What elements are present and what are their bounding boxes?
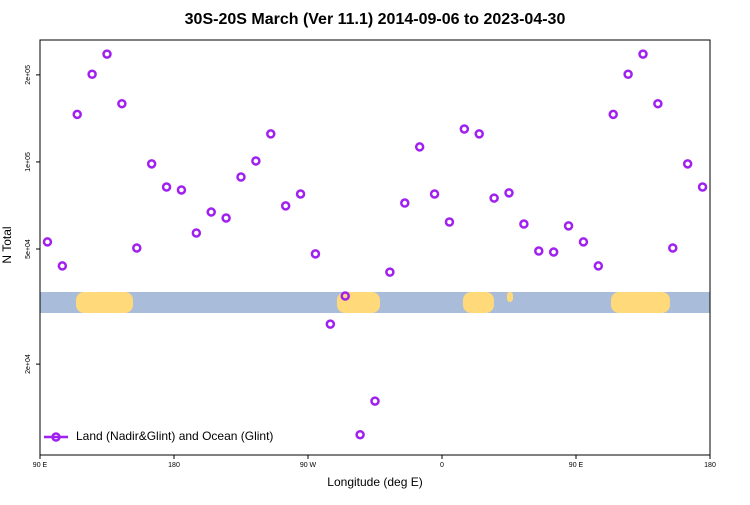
legend-marker xyxy=(51,432,61,442)
point xyxy=(310,249,321,259)
point xyxy=(474,129,484,139)
y-axis-label: N Total xyxy=(0,226,14,263)
point xyxy=(623,69,633,79)
point xyxy=(251,156,261,166)
point xyxy=(578,237,589,247)
x-axis-label: Longitude (deg E) xyxy=(327,475,422,489)
point xyxy=(132,243,142,253)
point xyxy=(370,396,380,406)
point xyxy=(519,219,529,229)
point xyxy=(325,319,336,329)
x-tick-label: 90 E xyxy=(33,462,48,469)
y-tick-label: 2e+04 xyxy=(25,354,32,374)
land xyxy=(611,292,670,313)
point xyxy=(489,193,499,203)
point xyxy=(459,124,470,134)
legend-label: Land (Nadir&Glint) and Ocean (Glint) xyxy=(76,429,273,443)
point xyxy=(340,291,350,301)
point xyxy=(266,129,276,139)
land xyxy=(76,292,133,313)
point xyxy=(72,109,82,120)
point xyxy=(176,185,187,195)
point xyxy=(87,69,97,79)
point xyxy=(682,159,693,169)
land xyxy=(463,292,494,313)
x-tick-label: 90 W xyxy=(300,462,317,469)
point xyxy=(563,221,574,231)
point xyxy=(548,247,559,257)
x-tick-label: 0 xyxy=(440,462,444,469)
point xyxy=(161,182,172,192)
point xyxy=(102,49,112,59)
point xyxy=(444,217,455,227)
point xyxy=(504,188,514,198)
point xyxy=(221,213,231,223)
point xyxy=(534,246,544,256)
point xyxy=(117,98,127,109)
point xyxy=(191,228,202,238)
point xyxy=(355,429,365,440)
x-tick-label: 180 xyxy=(168,462,180,469)
map-band xyxy=(40,292,710,313)
point xyxy=(400,198,410,208)
point xyxy=(57,261,68,271)
chart-title: 30S-20S March (Ver 11.1) 2014-09-06 to 2… xyxy=(185,11,566,28)
y-tick-label: 2e+05 xyxy=(25,65,32,85)
point xyxy=(206,207,216,217)
land xyxy=(337,292,380,313)
y-tick-label: 1e+05 xyxy=(25,152,32,172)
point xyxy=(653,98,663,109)
y-tick-label: 5e+04 xyxy=(25,239,32,259)
point xyxy=(608,109,618,120)
point xyxy=(697,182,708,192)
point xyxy=(414,142,425,152)
plot-frame xyxy=(39,39,711,456)
point xyxy=(280,201,291,211)
point xyxy=(236,172,246,182)
point xyxy=(593,261,604,271)
x-tick-label: 180 xyxy=(704,462,716,469)
point xyxy=(295,189,306,199)
land xyxy=(507,292,513,302)
point xyxy=(638,49,648,59)
point xyxy=(146,159,157,169)
point xyxy=(668,243,678,253)
point xyxy=(42,237,53,247)
point xyxy=(429,189,440,199)
point xyxy=(385,267,395,277)
x-tick-label: 90 E xyxy=(569,462,584,469)
